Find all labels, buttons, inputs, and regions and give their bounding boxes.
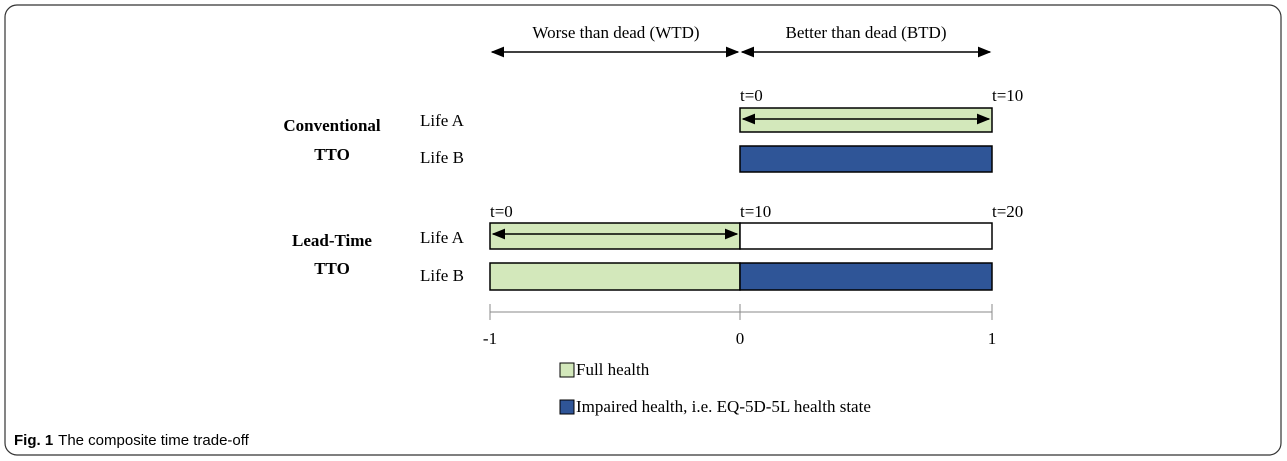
btd-label: Better than dead (BTD) [786,23,947,42]
full-health-bar [489,262,741,291]
full-health-bar [489,222,741,250]
conv-label: Conventional [283,116,381,135]
impaired-bar [739,145,993,173]
caption: Fig. 1 The composite time trade-off [14,432,250,449]
legend-swatch [559,362,575,378]
legend-label: Impaired health, i.e. EQ-5D-5L health st… [576,397,871,416]
wtd-label: Worse than dead (WTD) [532,23,699,42]
full-health-bar [739,107,993,133]
frame [4,4,1282,456]
t-label: t=0 [490,202,513,221]
caption-label: Fig. 1 [14,432,53,449]
empty-bar [739,222,993,250]
t-label: t=20 [992,202,1023,221]
life-b: Life B [420,148,464,167]
caption-text: The composite time trade-off [58,432,249,449]
axis-label: -1 [483,329,497,348]
t-label: t=10 [992,86,1023,105]
legend-swatch [559,399,575,415]
axis-label: 1 [988,329,997,348]
impaired-bar [739,262,993,291]
life-a: Life A [420,111,465,130]
t-label: t=10 [740,202,771,221]
lt-label: Lead-Time [292,231,372,250]
t-label: t=0 [740,86,763,105]
legend-label: Full health [576,360,650,379]
life-b: Life B [420,266,464,285]
conv-label: TTO [314,145,350,164]
axis-label: 0 [736,329,745,348]
life-a: Life A [420,228,465,247]
lt-label: TTO [314,259,350,278]
